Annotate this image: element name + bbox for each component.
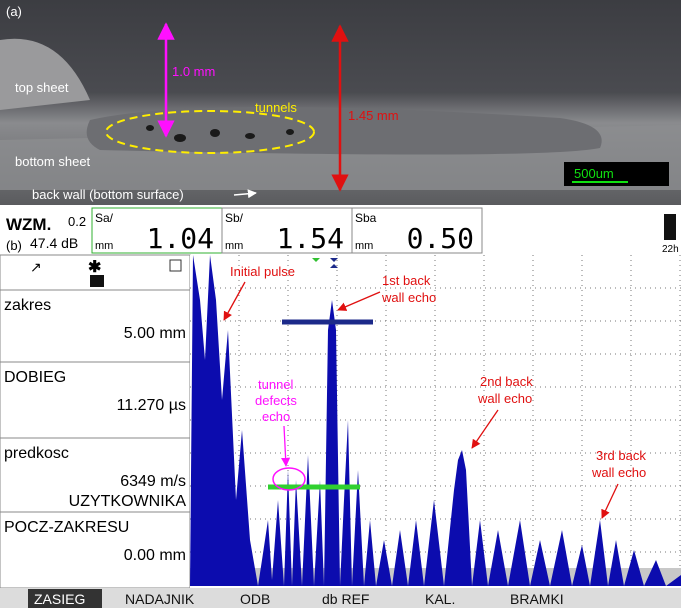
icon bbox=[90, 275, 104, 287]
parameter-name: DOBIEG bbox=[4, 369, 66, 386]
icon: ✱ bbox=[88, 259, 101, 276]
annotation: 1st back bbox=[382, 273, 431, 288]
region-label: bottom sheet bbox=[15, 154, 91, 169]
battery-label: 22h bbox=[662, 244, 679, 255]
region-label: tunnels bbox=[255, 100, 297, 115]
annotation: wall echo bbox=[477, 391, 532, 406]
annotation: Initial pulse bbox=[230, 264, 295, 279]
gain: 47.4 dB bbox=[30, 235, 78, 251]
parameter-name: zakres bbox=[4, 297, 51, 314]
annotation: wall echo bbox=[591, 465, 646, 480]
menu-item[interactable]: NADAJNIK bbox=[125, 591, 195, 607]
parameter-value: 6349 m/s bbox=[120, 473, 186, 490]
menu-item[interactable]: BRAMKI bbox=[510, 591, 564, 607]
annotation: defects bbox=[255, 393, 297, 408]
icon: ↗ bbox=[30, 259, 42, 275]
reading-unit: mm bbox=[225, 240, 243, 252]
figure: (a) 1.0 mm 1.45 mm top sheet tunnels bot… bbox=[0, 0, 681, 608]
parameter-name: POCZ-ZAKRESU bbox=[4, 519, 129, 536]
region-label: top sheet bbox=[15, 80, 69, 95]
parameter-value: 11.270 µs bbox=[117, 397, 186, 414]
readings: Sa/mm 1.04 Sb/mm 1.54 Sba mm 0.50 bbox=[92, 208, 482, 255]
gain-step: 0.2 bbox=[68, 214, 86, 229]
annotation: tunnel bbox=[258, 377, 294, 392]
annotation: wall echo bbox=[381, 290, 436, 305]
parameter-value: 5.00 mm bbox=[124, 325, 186, 342]
parameter-note: UZYTKOWNIKA bbox=[69, 493, 187, 510]
menu-item[interactable]: KAL. bbox=[425, 591, 455, 607]
dimension-label: 1.0 mm bbox=[172, 64, 215, 79]
reading-unit: mm bbox=[95, 240, 113, 252]
reading-value: 0.50 bbox=[407, 222, 474, 255]
annotation: 3rd back bbox=[596, 448, 646, 463]
region-label: back wall (bottom surface) bbox=[32, 187, 184, 202]
reading-value: 1.04 bbox=[147, 222, 214, 255]
scale-bar-label: 500um bbox=[574, 166, 614, 181]
menu-item[interactable]: db REF bbox=[322, 591, 369, 607]
panel-label: (b) bbox=[6, 238, 22, 253]
menu-item[interactable]: ODB bbox=[240, 591, 270, 607]
reading-unit: mm bbox=[355, 240, 373, 252]
reading-value: 1.54 bbox=[277, 222, 344, 255]
annotation: 2nd back bbox=[480, 374, 533, 389]
reading-name: Sba bbox=[355, 211, 377, 225]
dimension-label: 1.45 mm bbox=[348, 108, 399, 123]
mode-label: WZM. bbox=[6, 215, 51, 234]
reading-name: Sa/ bbox=[95, 211, 114, 225]
reading-name: Sb/ bbox=[225, 211, 244, 225]
menu-item[interactable]: ZASIEG bbox=[34, 591, 85, 607]
panel-label: (a) bbox=[6, 4, 22, 19]
annotation: echo bbox=[262, 409, 290, 424]
parameter-name: predkosc bbox=[4, 445, 69, 462]
battery-icon bbox=[664, 214, 676, 240]
parameter-value: 0.00 mm bbox=[124, 547, 186, 564]
